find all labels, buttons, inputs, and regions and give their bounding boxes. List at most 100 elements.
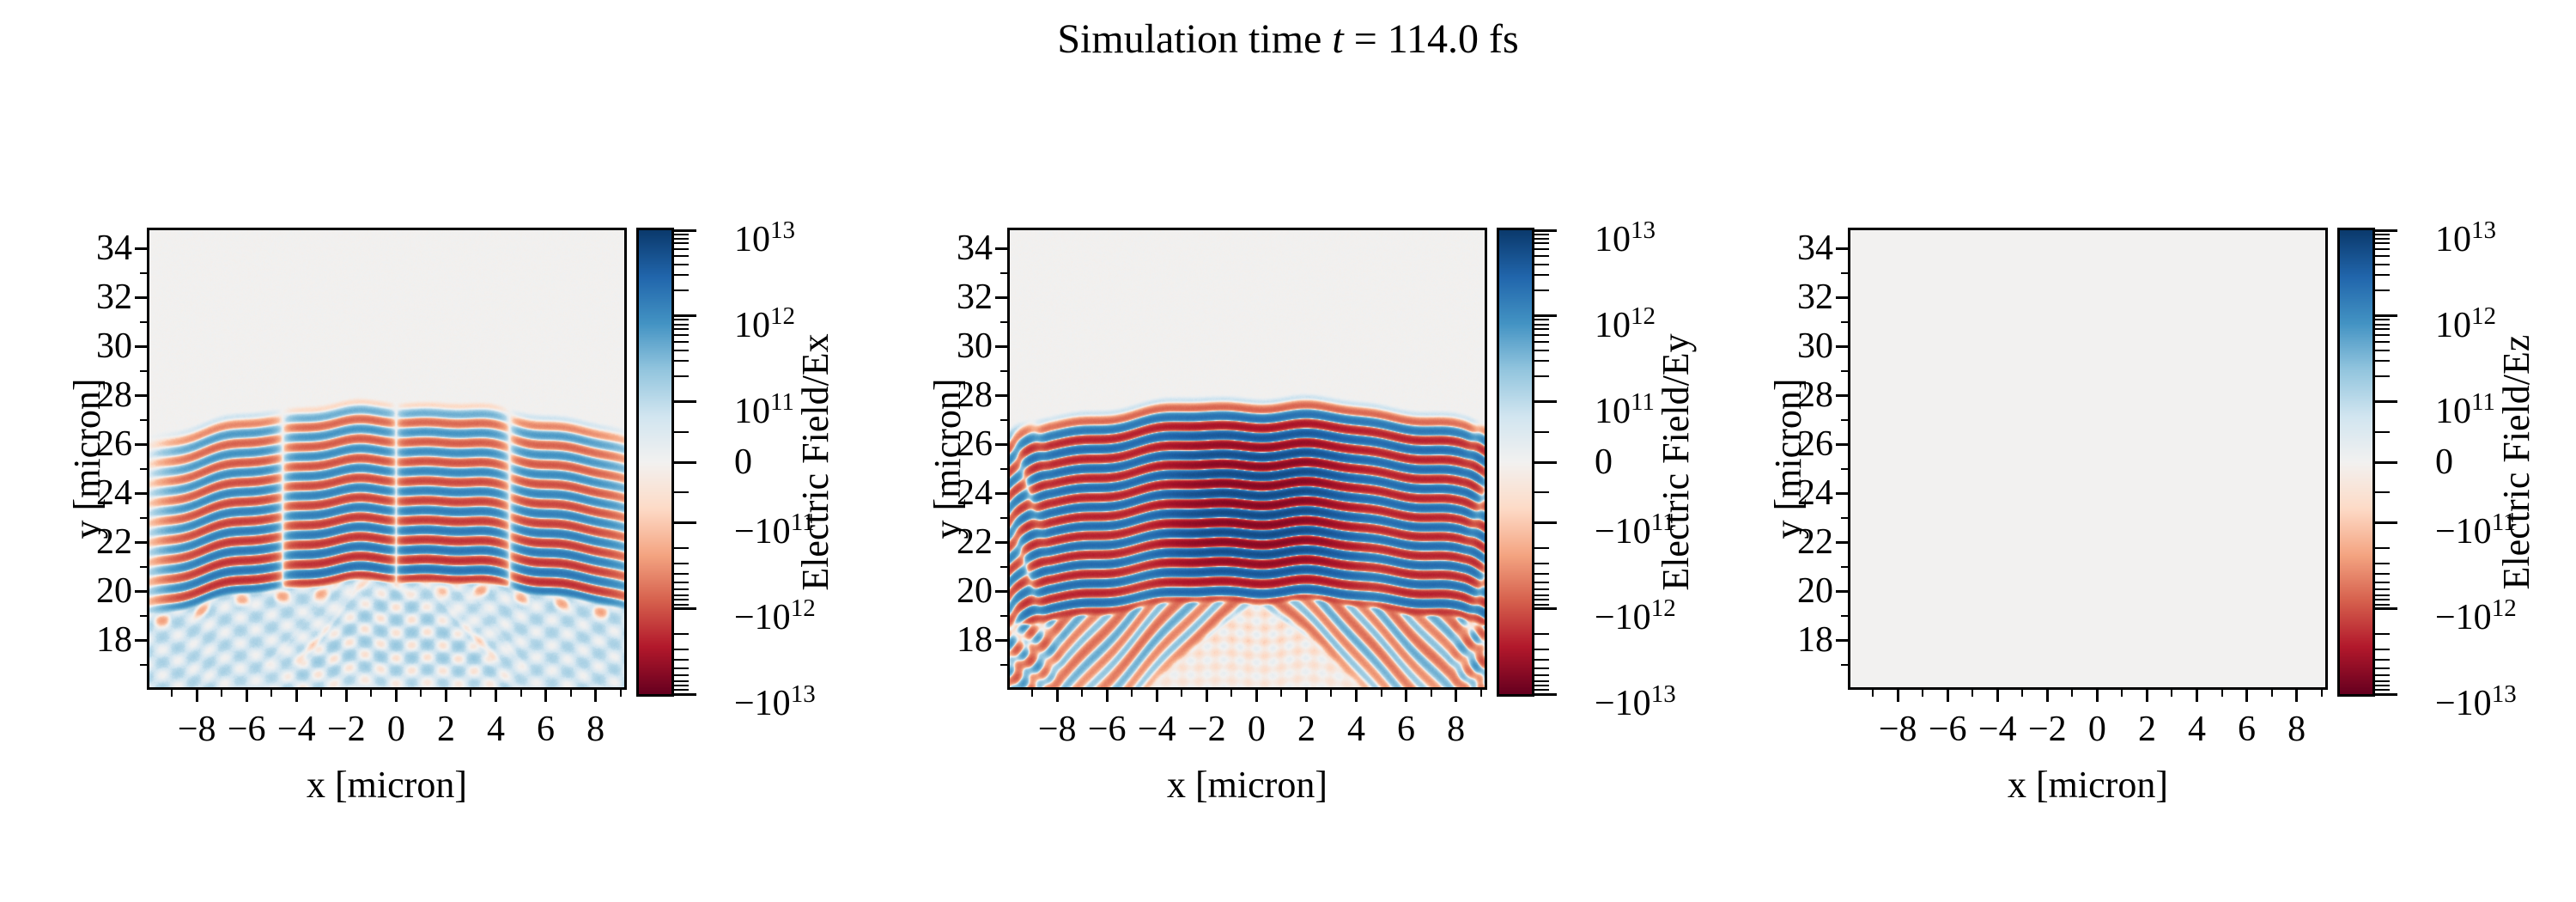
heatmap-Ey — [1010, 230, 1485, 687]
colorbar-tick-mantissa: −10 — [1595, 684, 1651, 723]
x-major-tick — [2196, 690, 2198, 702]
y-major-tick — [995, 638, 1007, 642]
y-tick-label: 18 — [96, 620, 132, 661]
y-minor-tick — [1841, 663, 1848, 666]
y-major-tick — [135, 638, 147, 642]
x-tick-label: −8 — [1878, 710, 1917, 749]
colorbar-minor-tick — [1534, 319, 1549, 321]
colorbar-minor-tick — [674, 334, 689, 337]
y-major-tick — [995, 491, 1007, 495]
colorbar-tick-exponent: 13 — [1650, 680, 1676, 708]
y-minor-tick — [1000, 565, 1007, 568]
x-tick-label: −2 — [2027, 710, 2067, 749]
colorbar-tick-mantissa: 10 — [2435, 391, 2471, 431]
colorbar-tick-mantissa: −10 — [2435, 512, 2492, 552]
colorbar-major-tick — [1534, 314, 1557, 318]
colorbar-minor-tick — [2375, 340, 2390, 343]
colorbar-tick-label: 1013 — [734, 210, 795, 259]
colorbar-tick-label: 1013 — [2435, 210, 2496, 259]
y-major-tick — [1836, 442, 1848, 446]
x-major-tick — [1105, 690, 1109, 702]
colorbar-tick-label: 1013 — [1595, 210, 1656, 259]
colorbar-minor-tick — [2375, 491, 2390, 494]
colorbar-minor-tick — [1534, 547, 1549, 550]
colorbar-minor-tick — [674, 263, 689, 265]
y-major-tick — [995, 442, 1007, 446]
x-major-tick — [2245, 690, 2249, 702]
x-tick-label: 8 — [2287, 710, 2306, 749]
y-tick-label: 24 — [1797, 473, 1833, 514]
y-tick-label: 24 — [957, 473, 993, 514]
y-minor-tick — [1841, 418, 1848, 421]
colorbar-tick-exponent: 13 — [2491, 680, 2517, 708]
y-minor-tick — [140, 565, 147, 568]
x-minor-tick — [221, 690, 223, 697]
x-major-tick — [1405, 690, 1408, 702]
colorbar-minor-tick — [1534, 349, 1549, 351]
y-major-tick — [995, 296, 1007, 299]
colorbar-tick-label: 1012 — [734, 296, 795, 345]
colorbar-label-Ex: Electric Field/Ex — [794, 333, 836, 591]
x-minor-tick — [2171, 690, 2173, 697]
x-tick-label: −6 — [227, 710, 266, 749]
colorbar-minor-tick — [674, 562, 689, 564]
colorbar-tick-exponent: 13 — [770, 216, 795, 244]
x-minor-tick — [1479, 690, 1482, 697]
colorbar-minor-tick — [1534, 588, 1549, 590]
x-tick-label: 2 — [436, 710, 455, 749]
colorbar-tick-label: 1011 — [2435, 382, 2495, 431]
colorbar-minor-tick — [2375, 360, 2390, 363]
colorbar-minor-tick — [1534, 685, 1549, 687]
x-minor-tick — [1380, 690, 1382, 697]
y-tick-label: 30 — [957, 326, 993, 367]
x-major-tick — [1304, 690, 1308, 702]
colorbar-minor-tick — [2375, 689, 2390, 692]
colorbar-minor-tick — [1534, 360, 1549, 363]
colorbar-minor-tick — [1534, 648, 1549, 650]
colorbar-minor-tick — [1534, 599, 1549, 601]
colorbar-minor-tick — [1534, 633, 1549, 636]
x-tick-label: −8 — [1037, 710, 1077, 749]
colorbar-tick-exponent: 11 — [2491, 509, 2516, 537]
colorbar-minor-tick — [1534, 237, 1549, 240]
colorbar-tick-exponent: 11 — [790, 509, 815, 537]
colorbar-tick-label: −1011 — [2435, 503, 2516, 552]
x-minor-tick — [1131, 690, 1133, 697]
colorbar-minor-tick — [2375, 659, 2390, 661]
x-tick-label: −2 — [1187, 710, 1226, 749]
y-tick-label: 20 — [96, 571, 132, 612]
subplot-group-Ex: y [micron] 34 32 30 28 26 24 22 20 18 −8 −6 −4 −2 0 2 4 6… — [2, 0, 869, 902]
x-minor-tick — [1922, 690, 1924, 697]
colorbar-minor-tick — [674, 255, 689, 258]
colorbar-minor-tick — [674, 491, 689, 494]
colorbar-minor-tick — [2375, 430, 2390, 433]
x-major-tick — [1455, 690, 1458, 702]
y-major-tick — [1836, 393, 1848, 397]
x-tick-label: −6 — [1087, 710, 1127, 749]
y-tick-label: 22 — [957, 522, 993, 563]
colorbar-gradient-Ey — [1499, 230, 1532, 694]
colorbar-minor-tick — [2375, 323, 2390, 326]
x-minor-tick — [470, 690, 472, 697]
colorbar-minor-tick — [2375, 648, 2390, 650]
y-tick-label: 32 — [1797, 277, 1833, 318]
colorbar-tick-exponent: 13 — [1631, 216, 1656, 244]
colorbar-minor-tick — [1534, 274, 1549, 277]
colorbar-minor-tick — [674, 588, 689, 590]
x-minor-tick — [1872, 690, 1874, 697]
colorbar-minor-tick — [2375, 328, 2390, 331]
colorbar-minor-tick — [1534, 667, 1549, 669]
y-minor-tick — [140, 418, 147, 421]
x-major-tick — [594, 690, 598, 702]
colorbar-minor-tick — [2375, 582, 2390, 584]
colorbar-minor-tick — [2375, 237, 2390, 240]
colorbar-minor-tick — [674, 633, 689, 636]
colorbar-tick-mantissa: −10 — [1595, 512, 1651, 552]
colorbar-minor-tick — [1534, 255, 1549, 258]
x-axis-label-Ex: x [micron] — [307, 764, 467, 806]
colorbar-minor-tick — [2375, 274, 2390, 277]
colorbar-Ez — [2337, 228, 2397, 697]
colorbar-minor-tick — [674, 274, 689, 277]
colorbar-major-tick — [674, 521, 696, 524]
colorbar-minor-tick — [674, 248, 689, 251]
